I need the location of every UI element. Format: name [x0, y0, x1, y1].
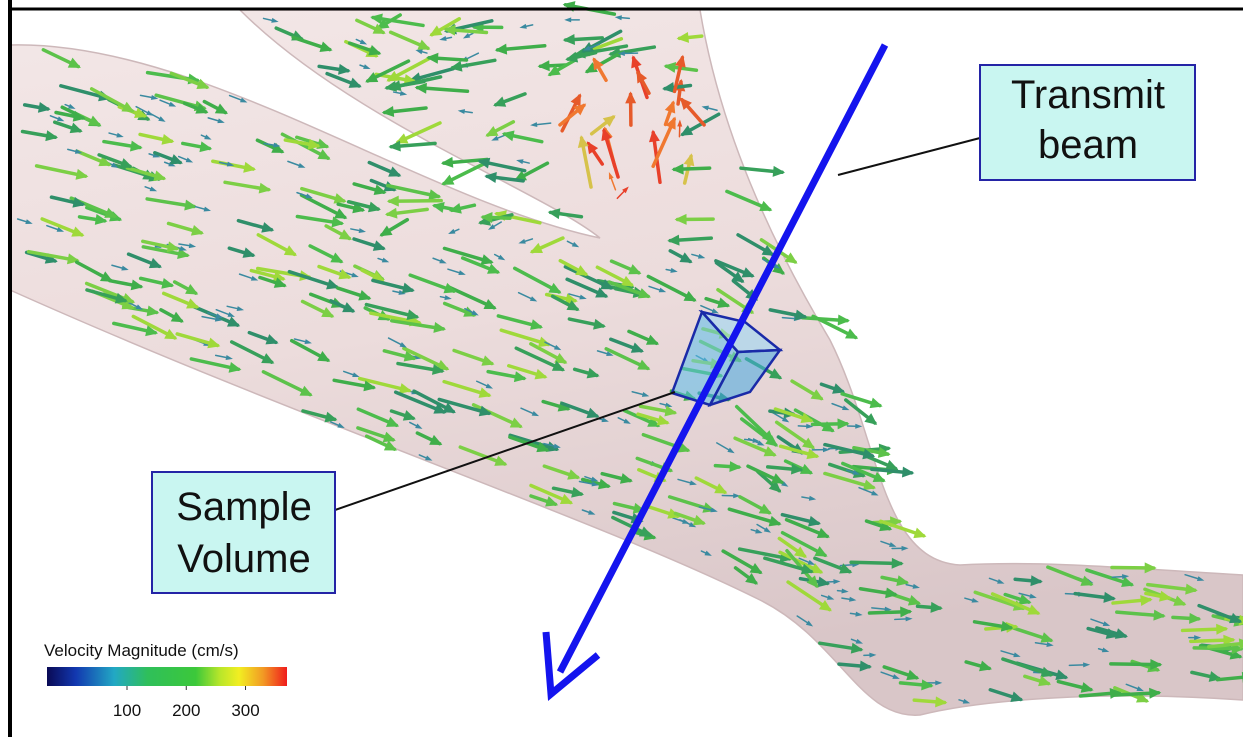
flow-visualization: Transmit beam Sample Volume Velocity Mag…	[0, 0, 1243, 737]
callout-text: Transmit	[1011, 73, 1165, 117]
callout-text: Sample	[176, 485, 312, 529]
page: Transmit beam Sample Volume Velocity Mag…	[0, 0, 1243, 737]
colorbar-title: Velocity Magnitude (cm/s)	[44, 641, 239, 660]
colorbar-tick-label: 200	[172, 701, 200, 720]
callout-text: beam	[1038, 123, 1138, 167]
colorbar-gradient	[47, 667, 287, 686]
colorbar-tick-label: 100	[113, 701, 141, 720]
callout: Sample Volume	[152, 472, 335, 593]
callout-text: Volume	[177, 537, 310, 581]
callout: Transmit beam	[980, 65, 1195, 180]
colorbar-tick-label: 300	[231, 701, 259, 720]
